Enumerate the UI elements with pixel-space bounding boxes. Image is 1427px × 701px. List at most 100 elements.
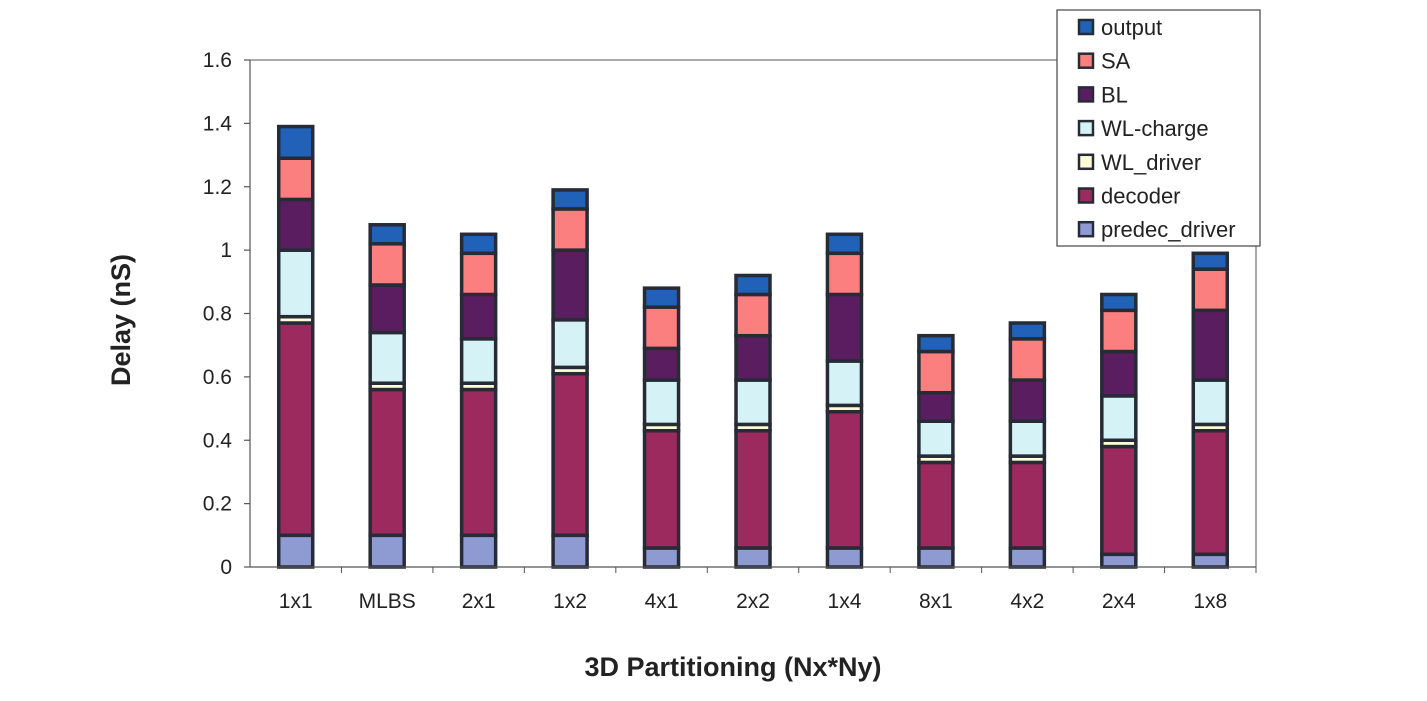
bar-segment-output <box>825 232 864 256</box>
bar-segment-sa <box>368 242 406 287</box>
bar-segment-wl-charge <box>276 248 315 319</box>
x-tick-label: MLBS <box>359 590 416 613</box>
bar-segment-wl-charge <box>1100 394 1138 443</box>
bar-segment-decoder <box>459 387 498 538</box>
y-tick-label: 0.8 <box>203 303 232 326</box>
x-tick-label: 2x1 <box>462 590 496 613</box>
bar-segment-decoder <box>1100 444 1138 557</box>
bar-segment-output <box>368 223 406 246</box>
bar-segment-sa <box>825 251 864 297</box>
x-tick-label: 1x1 <box>279 590 313 613</box>
bar-segment-predec-driver <box>917 546 955 569</box>
bar-segment-sa <box>459 251 498 297</box>
x-tick-label: 8x1 <box>919 590 953 613</box>
y-tick-label: 1.6 <box>203 49 232 72</box>
bar-stack-mlbs <box>368 223 406 569</box>
bar-stacks <box>276 124 1230 569</box>
bar-segment-decoder <box>1191 428 1230 557</box>
bar-segment-sa <box>1191 267 1230 313</box>
bar-segment-output <box>917 333 955 354</box>
bar-segment-predec-driver <box>459 533 498 569</box>
bar-stack-8x1 <box>917 333 955 569</box>
bar-segment-decoder <box>642 428 681 550</box>
bar-segment-sa <box>1100 308 1138 354</box>
bar-segment-predec-driver <box>1100 552 1138 569</box>
bar-stack-1x1 <box>276 124 315 569</box>
x-tick-label: 2x2 <box>736 590 770 613</box>
x-tick-label: 1x2 <box>553 590 587 613</box>
y-ticks: 0 0.2 0.4 0.6 0.8 1 1.2 1.4 1.6 <box>203 49 250 579</box>
legend-swatch-decoder <box>1077 187 1095 204</box>
x-tick-label: 4x1 <box>645 590 679 613</box>
y-tick-label: 1 <box>220 239 232 262</box>
bar-segment-bl <box>459 292 498 341</box>
bar-segment-output <box>1191 251 1230 271</box>
bar-segment-bl <box>368 283 406 335</box>
bar-segment-predec-driver <box>551 533 589 569</box>
bar-segment-bl <box>1191 308 1230 382</box>
bar-segment-decoder <box>825 409 864 550</box>
bar-stack-2x4 <box>1100 292 1138 569</box>
bar-segment-output <box>642 286 681 309</box>
bar-segment-wl-charge <box>642 378 681 427</box>
bar-segment-wl-charge <box>551 318 589 370</box>
bar-stack-1x4 <box>825 232 864 569</box>
bar-segment-predec-driver <box>1008 546 1047 569</box>
bar-stack-4x2 <box>1008 321 1047 569</box>
legend-swatch-wl-driver <box>1077 153 1095 171</box>
legend-label: BL <box>1101 82 1128 107</box>
bar-segment-bl <box>276 197 315 252</box>
bar-segment-sa <box>551 207 589 252</box>
bar-segment-predec-driver <box>734 546 772 569</box>
bar-segment-decoder <box>551 371 589 538</box>
bar-segment-predec-driver <box>642 546 681 569</box>
x-tick-label: 2x4 <box>1102 590 1136 613</box>
x-ticks: 1x1 MLBS 2x1 1x2 4x1 2x2 1x4 8x1 4x2 2x4 1x8 <box>279 567 1257 613</box>
bar-segment-predec-driver <box>825 546 864 569</box>
bar-segment-predec-driver <box>1191 552 1230 569</box>
bar-segment-sa <box>642 305 681 351</box>
bar-segment-bl <box>642 346 681 382</box>
bar-stack-2x2 <box>734 273 772 569</box>
legend-label: WL-charge <box>1101 116 1209 141</box>
axes <box>249 59 1257 568</box>
y-tick-label: 1.4 <box>203 112 233 135</box>
x-tick-label: 1x8 <box>1193 590 1227 613</box>
bar-segment-decoder <box>276 321 315 538</box>
legend-label: WL_driver <box>1101 150 1201 175</box>
y-tick-label: 0 <box>220 556 232 579</box>
legend-label: output <box>1101 15 1162 40</box>
bar-segment-bl <box>1008 378 1047 423</box>
bar-segment-sa <box>1008 337 1047 382</box>
x-tick-label: 1x4 <box>828 590 862 613</box>
bar-segment-predec-driver <box>276 533 315 569</box>
legend-swatch-bl <box>1077 86 1095 103</box>
bar-segment-output <box>551 188 589 211</box>
y-axis-title: Delay (nS) <box>106 254 136 386</box>
legend-label: predec_driver <box>1101 217 1236 242</box>
y-tick-label: 0.2 <box>203 493 232 516</box>
legend-swatch-wl-charge <box>1077 119 1095 137</box>
y-tick-label: 1.2 <box>203 176 232 199</box>
legend-swatch-predec-driver <box>1077 220 1095 238</box>
bar-segment-wl-charge <box>825 359 864 408</box>
bar-segment-output <box>1008 321 1047 341</box>
bar-stack-2x1 <box>459 232 498 569</box>
bar-segment-sa <box>734 292 772 338</box>
bar-segment-output <box>1100 292 1138 313</box>
bar-segment-bl <box>1100 349 1138 398</box>
bar-segment-sa <box>917 349 955 395</box>
bar-segment-wl-charge <box>734 378 772 427</box>
bar-segment-output <box>276 124 315 160</box>
bar-segment-decoder <box>917 460 955 550</box>
bar-segment-sa <box>276 156 315 202</box>
bar-stack-4x1 <box>642 286 681 569</box>
x-tick-label: 4x2 <box>1010 590 1044 613</box>
legend-swatch-sa <box>1077 52 1095 69</box>
bar-segment-predec-driver <box>368 533 406 569</box>
bar-segment-bl <box>917 390 955 423</box>
legend-label: decoder <box>1101 184 1181 209</box>
legend-swatch-output <box>1077 18 1095 36</box>
